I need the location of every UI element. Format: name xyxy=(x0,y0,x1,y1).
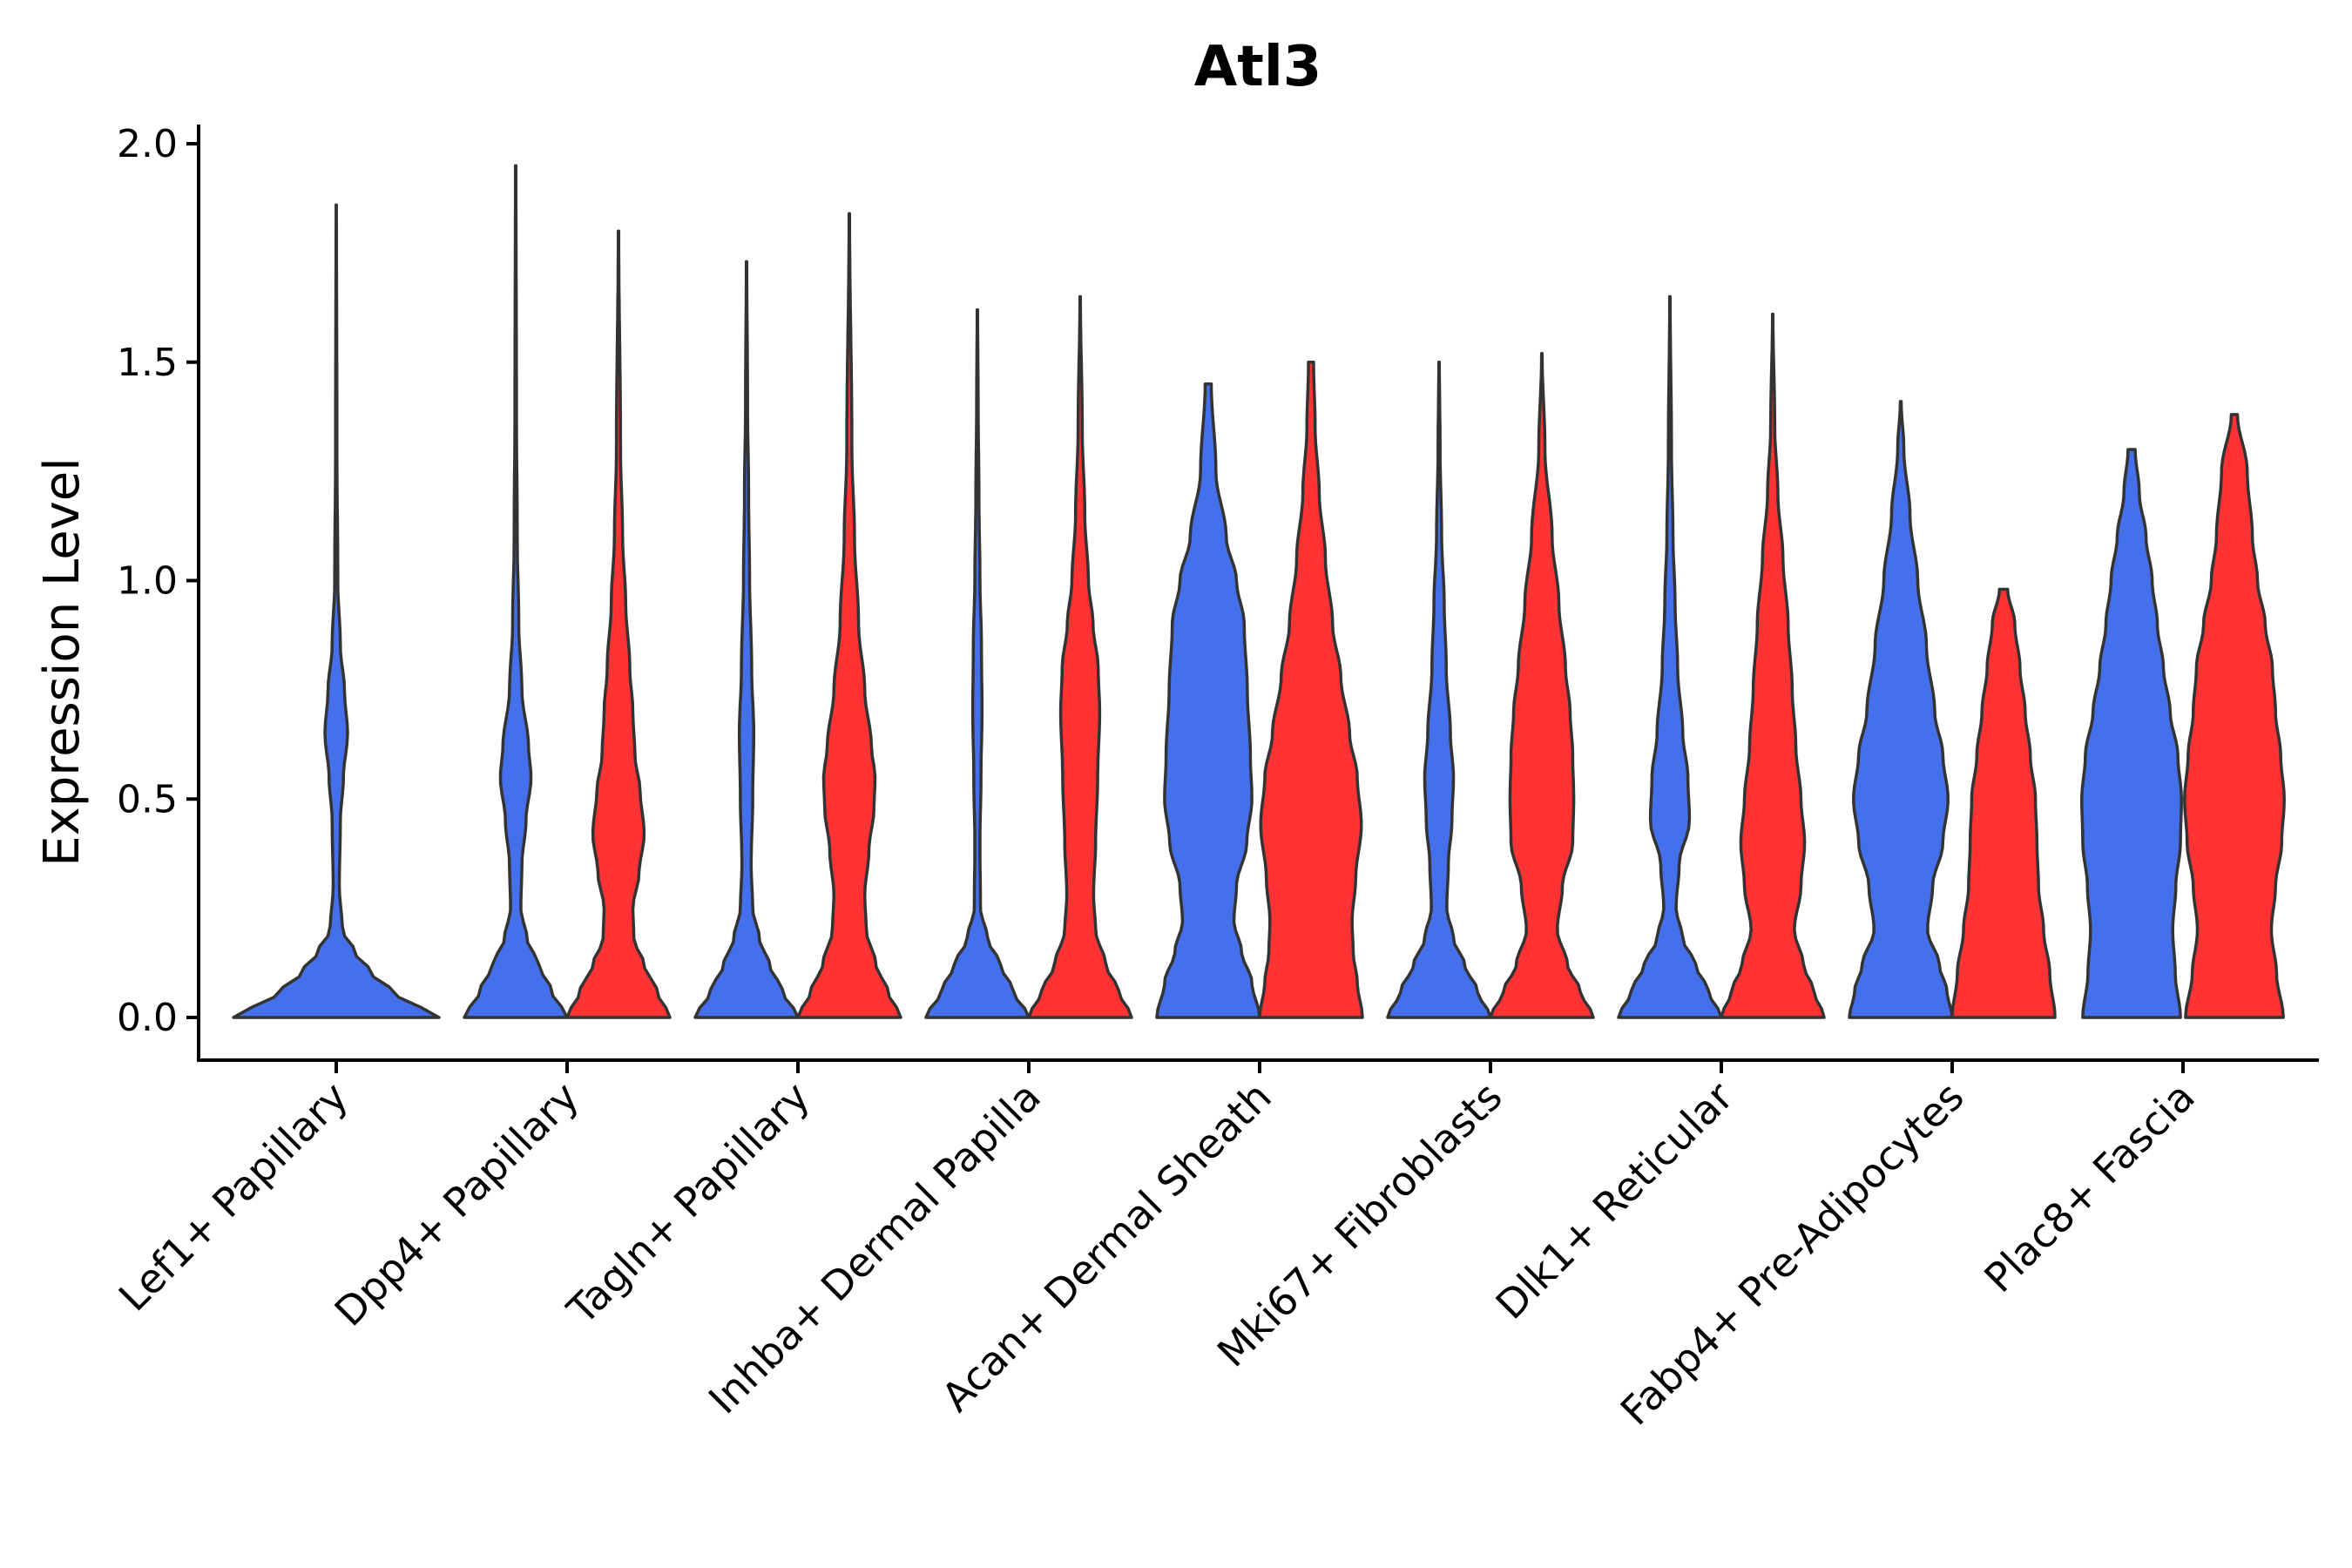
y-tick-label: 1.5 xyxy=(117,341,178,385)
x-tick-label: Tagln+ Papillary xyxy=(558,1073,819,1335)
y-tick-label: 0.5 xyxy=(117,777,178,821)
violin-group2-plac8-fascia xyxy=(2183,413,2286,1019)
violin-group1-inhba-dermal-papilla xyxy=(924,308,1031,1019)
violin-group2-fabp4-pre-adipocytes xyxy=(1950,587,2057,1019)
y-tick-label: 2.0 xyxy=(117,122,178,166)
y-axis-label: Expression Level xyxy=(34,457,91,867)
y-tick-label: 1.0 xyxy=(117,559,178,604)
violin-group2-acan-dermal-sheath xyxy=(1258,361,1364,1019)
x-tick-label: Plac8+ Fascia xyxy=(1975,1073,2203,1301)
violin-group1-mki67-fibroblasts xyxy=(1386,361,1492,1019)
violin-group2-inhba-dermal-papilla xyxy=(1027,294,1133,1019)
violin-group2-tagln-papillary xyxy=(796,212,902,1019)
violin-group1-fabp4-pre-adipocytes xyxy=(1848,400,1954,1019)
x-tick-label: Lef1+ Papillary xyxy=(110,1073,357,1321)
violins-layer xyxy=(232,164,2286,1019)
y-axis-ticks: 0.0 0.5 1.0 1.5 2.0 xyxy=(117,122,199,1040)
violin-group1-acan-dermal-sheath xyxy=(1155,382,1261,1019)
violin-group1-tagln-papillary xyxy=(693,260,800,1019)
violin-group1-dpp4-papillary xyxy=(463,164,569,1019)
violin-group1-plac8-fascia xyxy=(2080,448,2183,1019)
violin-group2-dpp4-papillary xyxy=(565,229,672,1019)
violin-group2-dlk1-reticular xyxy=(1720,312,1826,1019)
y-tick-label: 0.0 xyxy=(117,996,178,1040)
violin-group2-mki67-fibroblasts xyxy=(1489,351,1595,1019)
violin-group1-lef1-papillary xyxy=(232,203,441,1019)
x-tick-label: Dpp4+ Papillary xyxy=(326,1073,588,1335)
violin-group1-dlk1-reticular xyxy=(1617,294,1723,1019)
x-tick-label: Dlk1+ Reticular xyxy=(1487,1073,1742,1328)
chart-title: Atl3 xyxy=(1194,35,1322,99)
